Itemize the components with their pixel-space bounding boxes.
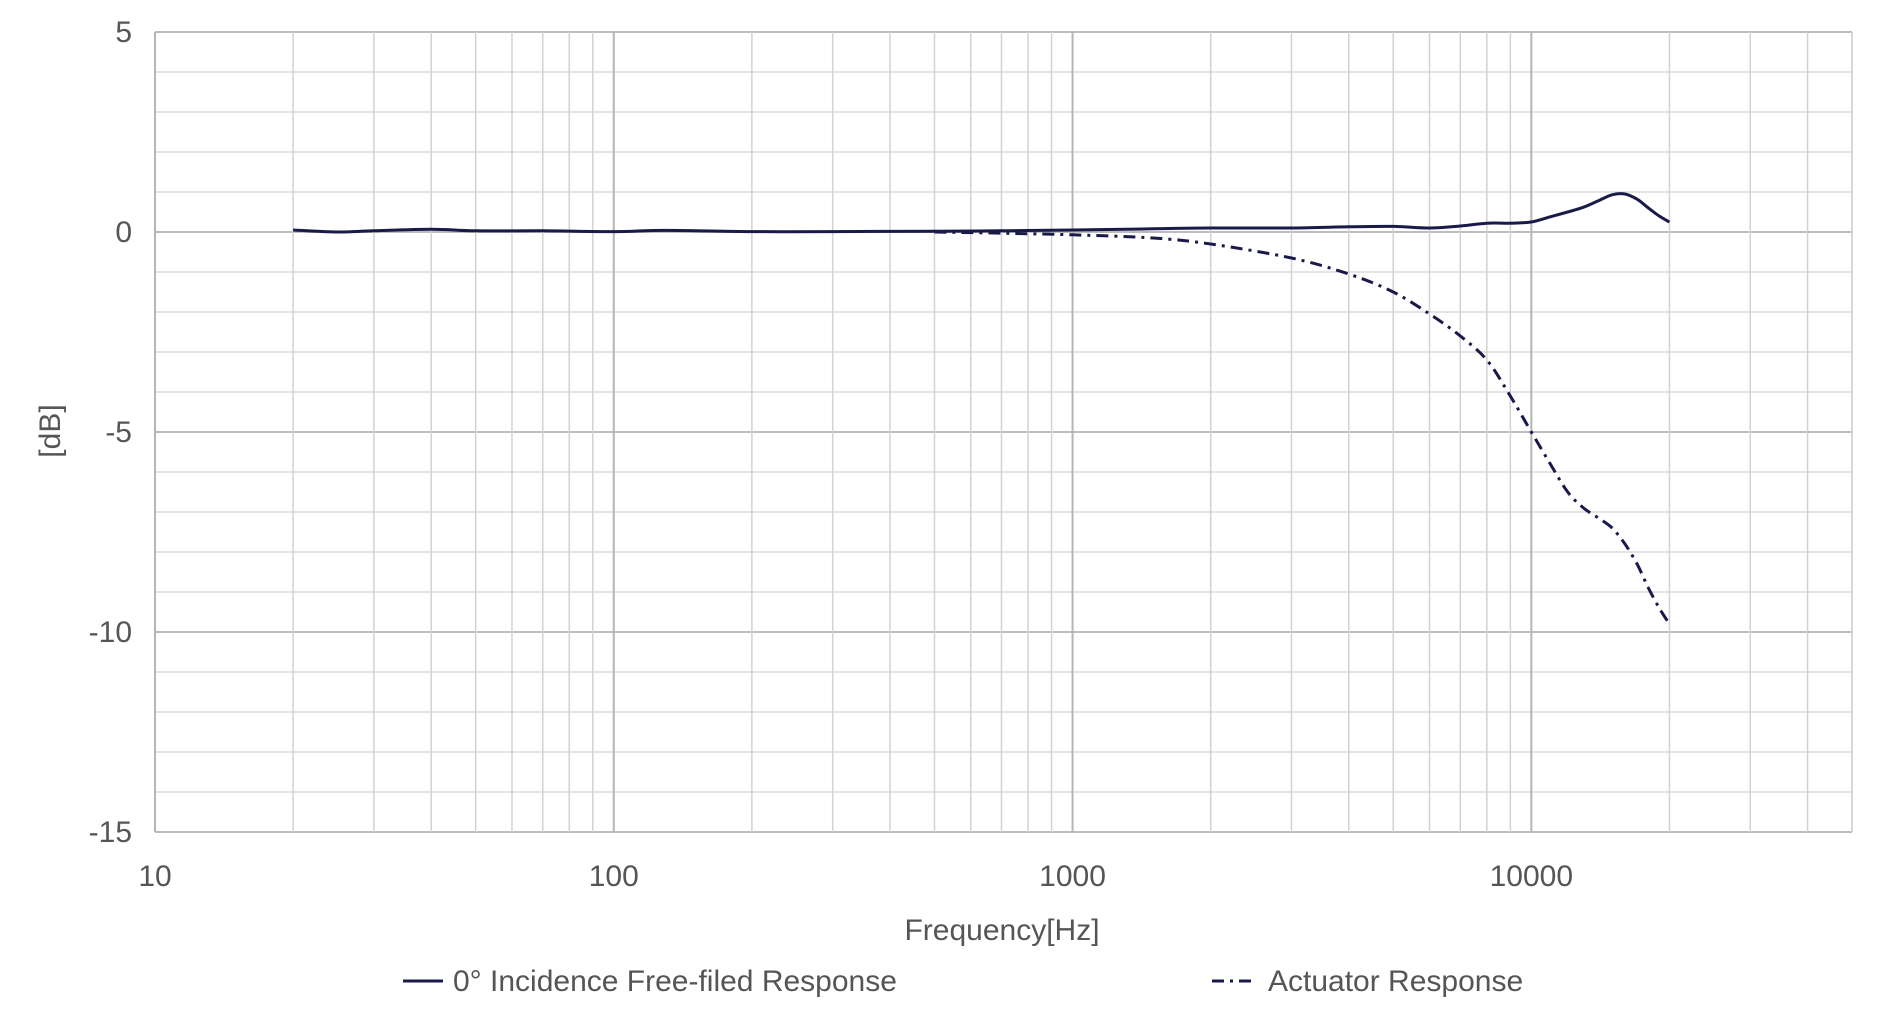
legend: 0° Incidence Free-filed Response Actuato…	[403, 965, 1523, 998]
y-axis-ticks: 5 0 -5 -10 -15	[89, 16, 132, 849]
y-tick-label: 5	[115, 16, 132, 49]
series-line-actuator	[934, 230, 1671, 625]
y-tick-label: -5	[105, 416, 132, 449]
x-tick-label: 1000	[1039, 860, 1106, 893]
grid	[154, 31, 1853, 833]
x-axis-ticks: 10 100 1000 10000	[138, 860, 1573, 893]
legend-label-actuator: Actuator Response	[1268, 965, 1523, 998]
series-line-free-field	[293, 192, 1671, 234]
y-axis-label: [dB]	[34, 404, 67, 457]
y-tick-label: -10	[89, 616, 132, 649]
x-axis-label: Frequency[Hz]	[904, 914, 1099, 947]
x-tick-label: 10	[138, 860, 171, 893]
y-tick-label: -15	[89, 816, 132, 849]
y-tick-label: 0	[115, 216, 132, 249]
x-tick-label: 100	[589, 860, 639, 893]
legend-label-free-field: 0° Incidence Free-filed Response	[453, 965, 897, 998]
x-tick-label: 10000	[1490, 860, 1573, 893]
series-layer	[293, 192, 1671, 625]
